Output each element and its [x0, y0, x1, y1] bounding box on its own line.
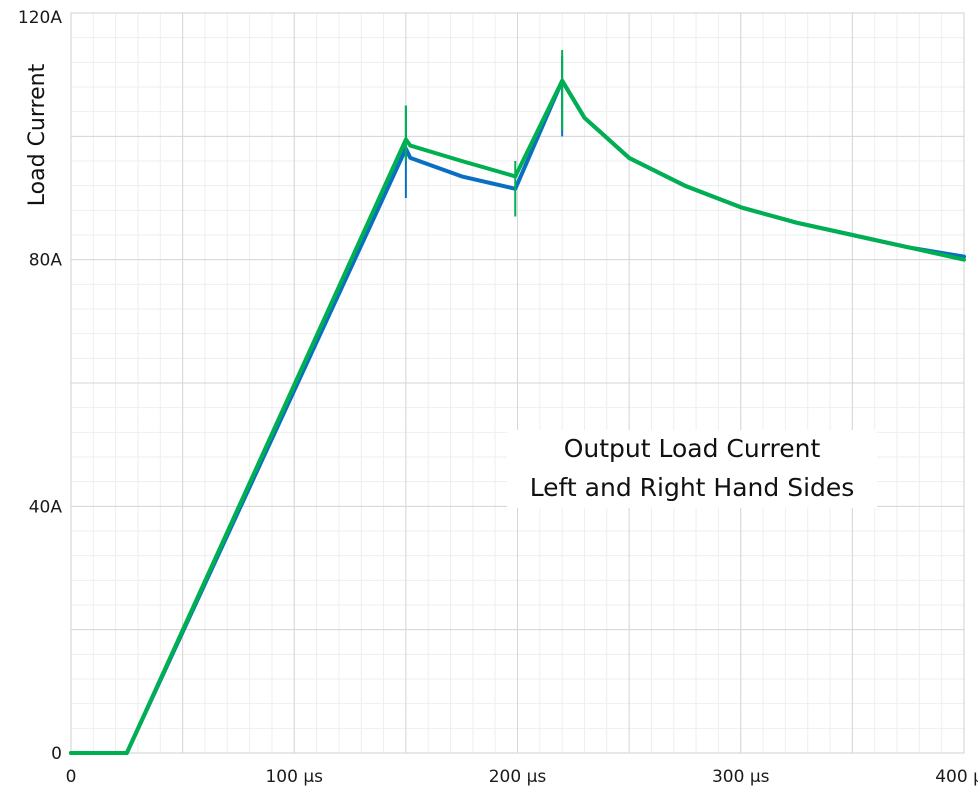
x-tick-label: 200 µs [489, 767, 547, 787]
y-tick-label: 80A [29, 251, 63, 271]
x-tick-label: 0 [66, 767, 77, 787]
x-tick-label: 300 µs [712, 767, 770, 787]
x-tick-labels: 0 100 µs 200 µs 300 µs 400 µs [66, 767, 978, 787]
annotation-line-2: Left and Right Hand Sides [530, 473, 855, 502]
y-tick-label: 0 [51, 744, 62, 764]
plot-frame [70, 12, 965, 754]
y-axis-label: Load Current [25, 63, 50, 206]
series-line-2 [69, 78, 966, 755]
annotation-line-1: Output Load Current [564, 434, 821, 463]
series-layer [69, 50, 966, 755]
y-tick-label: 40A [29, 497, 63, 517]
y-tick-labels: 0 40A 80A 120A [18, 8, 62, 764]
y-tick-label: 120A [18, 8, 62, 28]
x-tick-label: 400 µs [935, 767, 978, 787]
annotation-background [507, 430, 877, 508]
x-tick-label: 100 µs [265, 767, 323, 787]
